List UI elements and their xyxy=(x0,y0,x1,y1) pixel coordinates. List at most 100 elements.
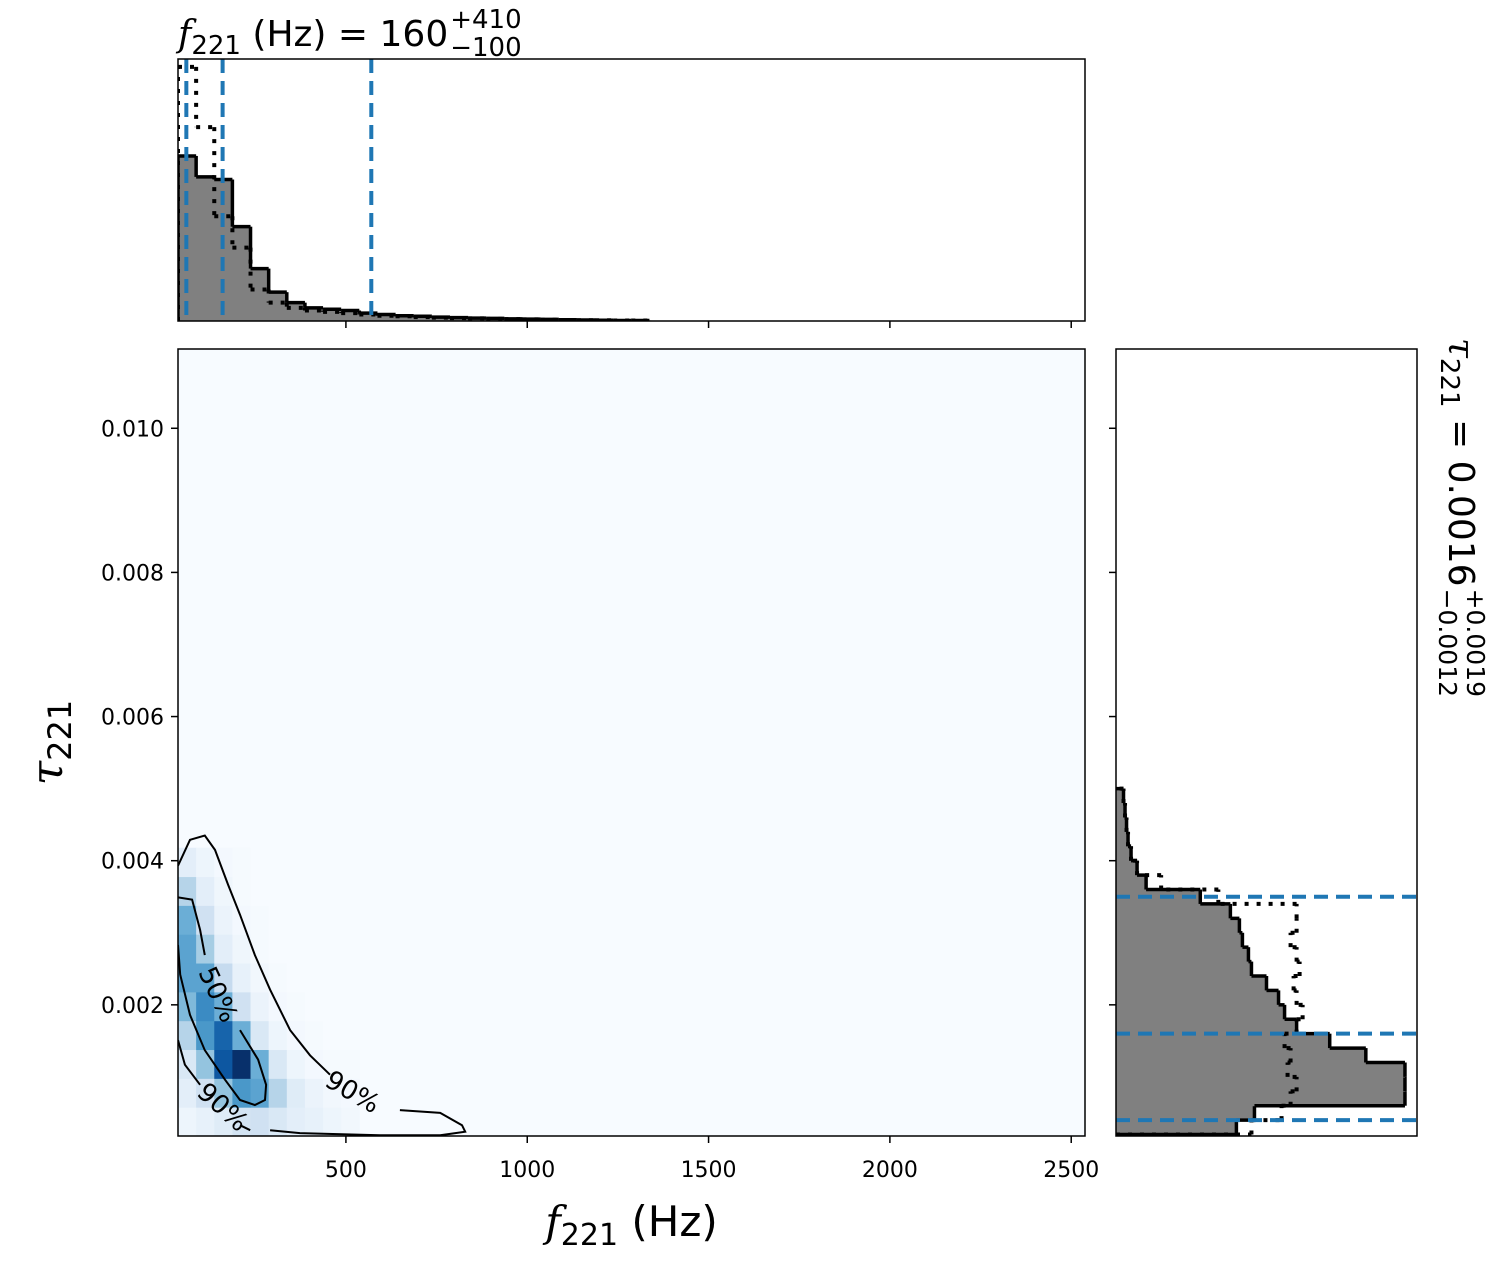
y-axis-label: τ221 xyxy=(22,700,79,785)
histogram-bar xyxy=(1116,1048,1366,1063)
heatmap-cell xyxy=(286,991,306,1022)
histogram-layer xyxy=(1116,786,1417,1136)
heatmap-cell xyxy=(178,1107,197,1136)
histogram-bar xyxy=(1116,1105,1255,1121)
heatmap-cell xyxy=(341,905,360,935)
heatmap-cell xyxy=(268,1049,288,1079)
histogram-bar xyxy=(413,316,433,321)
x-axis-label: f221 (Hz) xyxy=(542,1197,718,1253)
histogram-bar xyxy=(1116,918,1240,934)
histogram-bar xyxy=(1116,831,1129,847)
x-tick-label: 1500 xyxy=(681,1158,737,1183)
histogram-layer xyxy=(178,59,652,321)
heatmap-cell xyxy=(232,991,252,1022)
heatmap-cell xyxy=(341,876,360,906)
title-text: (Hz) = 160 xyxy=(241,14,448,55)
heatmap-cell xyxy=(304,1020,324,1051)
title-upper: +0.0019 xyxy=(1461,589,1490,697)
panel-title: τ221 = 0.0016 xyxy=(1434,338,1481,587)
panel-frame xyxy=(177,58,1086,322)
heatmap-cell xyxy=(214,963,233,993)
histogram-bar xyxy=(1116,932,1243,948)
title-subscript: 221 xyxy=(1434,358,1464,408)
heatmap-cell xyxy=(323,905,342,935)
y-tick-label: 0.002 xyxy=(101,994,164,1019)
histogram-bar xyxy=(196,176,215,321)
heatmap-cell xyxy=(304,876,324,906)
histogram-bar xyxy=(1116,889,1201,905)
histogram-bar xyxy=(1116,846,1132,862)
heatmap-cell xyxy=(250,876,270,906)
heatmap-cell xyxy=(178,1078,197,1108)
panel-frame xyxy=(1115,348,1418,1137)
heatmap-cell xyxy=(304,1049,324,1079)
heatmap-cell xyxy=(323,1078,342,1108)
y-tick-label: 0.008 xyxy=(101,561,164,586)
histogram-bar xyxy=(1116,976,1267,991)
heatmap-cell xyxy=(286,1049,306,1079)
heatmap-cell xyxy=(196,1078,215,1108)
heatmap-cell xyxy=(250,1020,270,1051)
histogram-bar xyxy=(1116,875,1147,891)
y-label-subscript: 221 xyxy=(41,700,79,761)
heatmap-cell xyxy=(341,991,360,1022)
heatmap-cell xyxy=(196,1049,215,1079)
heatmap-cell xyxy=(323,847,342,878)
heatmap-cell xyxy=(250,1107,270,1136)
heatmap-cell xyxy=(196,991,215,1022)
histogram-bar xyxy=(286,302,306,321)
contour-line xyxy=(178,896,268,1107)
heatmap-cell xyxy=(323,876,342,906)
heatmap-cell xyxy=(268,934,288,964)
histogram-bar xyxy=(250,268,270,321)
heatmap-cell xyxy=(286,963,306,993)
contour-line xyxy=(178,834,467,1136)
heatmap-cell xyxy=(178,905,197,935)
heatmap-cell xyxy=(178,847,197,878)
heatmap-cell xyxy=(250,905,270,935)
title-lower: −0.0012 xyxy=(1433,589,1462,697)
heatmap-cell xyxy=(341,1107,360,1136)
x-tick-label: 2000 xyxy=(862,1158,918,1183)
heatmap-cell xyxy=(214,991,233,1022)
title-symbol: τ xyxy=(1440,338,1481,359)
heatmap-cell xyxy=(232,876,252,906)
heatmap-cell xyxy=(304,934,324,964)
heatmap-cell xyxy=(304,991,324,1022)
x-tick-label: 2500 xyxy=(1043,1158,1099,1183)
heatmap-cell xyxy=(323,934,342,964)
heatmap-cell xyxy=(232,934,252,964)
heatmap-cell xyxy=(250,991,270,1022)
heatmap-cell xyxy=(232,1049,252,1079)
heatmap-cell xyxy=(341,1020,360,1051)
heatmap-cell xyxy=(214,905,233,935)
heatmap-cell xyxy=(304,847,324,878)
heatmap-cell xyxy=(232,847,252,878)
heatmap-cell xyxy=(232,1078,252,1108)
heatmap-cell xyxy=(304,1078,324,1108)
side-title: τ221 = 0.0016+0.0019−0.0012 xyxy=(1433,338,1490,697)
heatmap-cell xyxy=(196,876,215,906)
heatmap-cell xyxy=(286,934,306,964)
panel-title: f221 (Hz) = 160 xyxy=(175,14,448,61)
heatmap-layer: 50%90%90% xyxy=(178,349,1085,1136)
contour-line xyxy=(178,1039,251,1132)
heatmap-cell xyxy=(196,963,215,993)
heatmap-cell xyxy=(268,876,288,906)
x-tick-label: 1000 xyxy=(499,1158,555,1183)
heatmap-cell xyxy=(286,905,306,935)
histogram-bar xyxy=(1116,1019,1297,1035)
heatmap-cell xyxy=(286,847,306,878)
heatmap-cell xyxy=(178,1020,197,1051)
histogram-bar xyxy=(1116,1091,1405,1107)
x-label-subscript: 221 xyxy=(561,1218,618,1253)
y-tick-label: 0.004 xyxy=(101,850,164,875)
heatmap-cell xyxy=(250,963,270,993)
heatmap-cell xyxy=(232,963,252,993)
heatmap-cell xyxy=(250,847,270,878)
histogram-bar xyxy=(268,292,288,321)
x-label-text: (Hz) xyxy=(618,1197,718,1246)
title-subscript: 221 xyxy=(191,31,241,61)
